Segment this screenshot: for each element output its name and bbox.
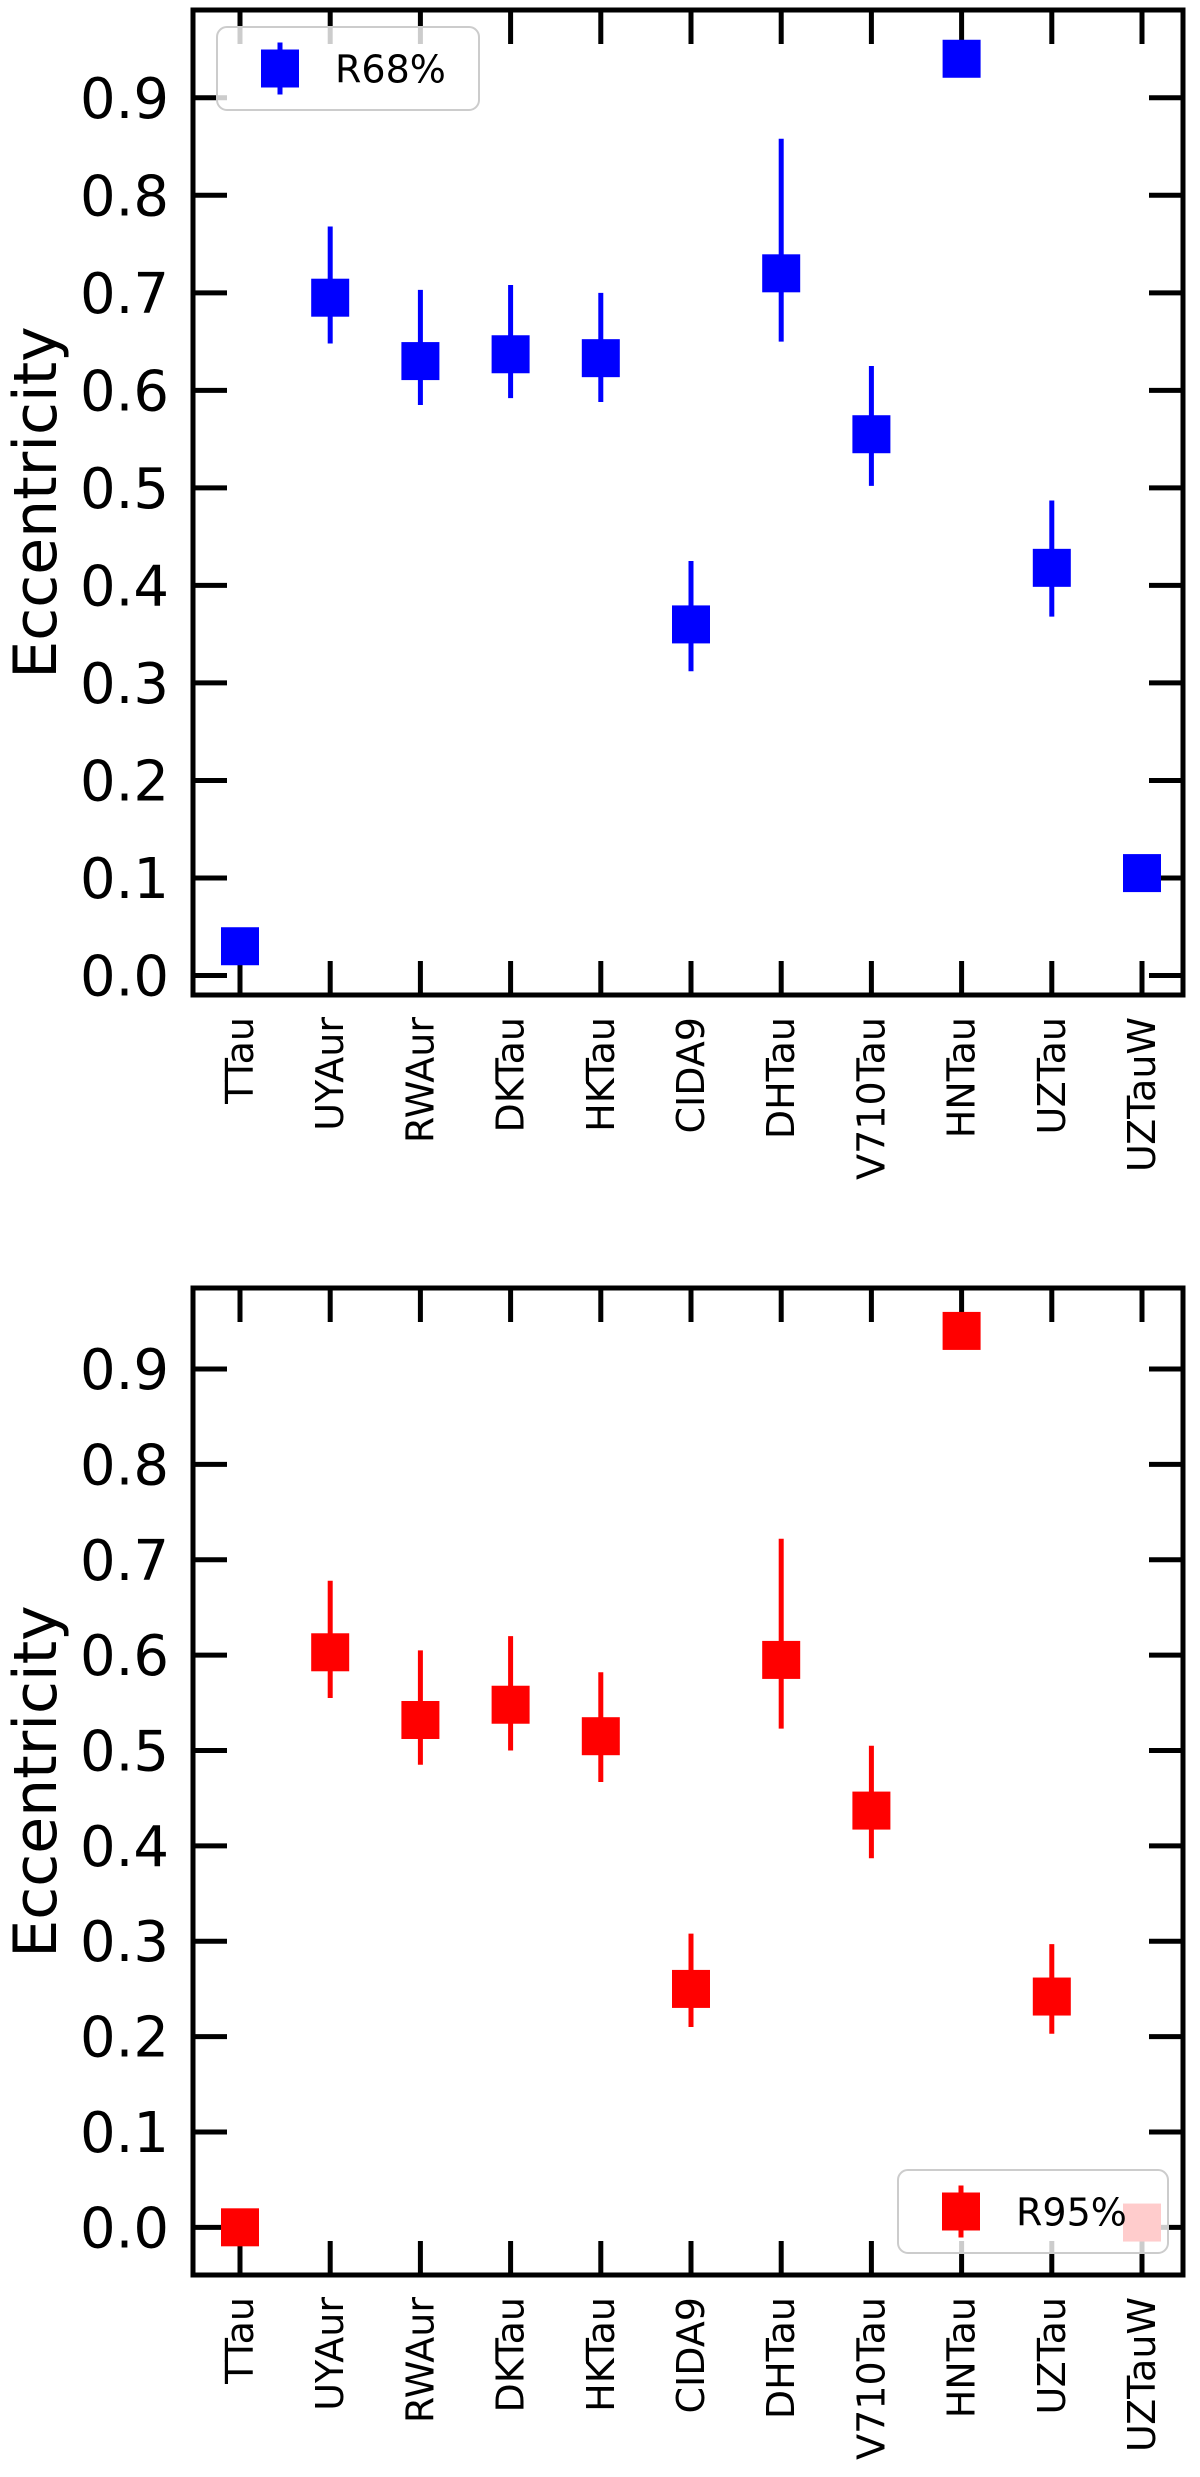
x-tick-label: TTau [218,1017,262,1105]
x-tick-label: UZTauW [1120,1017,1164,1172]
y-axis-label: Eccentricity [1,326,71,678]
y-tick-label: 0.8 [80,1433,169,1498]
y-tick-label: 0.2 [80,2006,169,2071]
x-tick-label: DHTau [759,2297,803,2419]
y-axis-label: Eccentricity [1,1605,71,1957]
plot-frame [190,1285,1186,2278]
data-point [672,1969,710,2008]
data-point [852,1791,891,1830]
data-point [672,605,710,644]
x-tick-label: DHTau [759,1017,803,1139]
data-point [311,1633,350,1672]
x-tick-label: DKTau [489,1017,533,1133]
y-tick-label: 0.4 [80,1815,169,1880]
x-tick-label: CIDA9 [669,2297,713,2414]
x-tick-label: TTau [218,2297,262,2385]
y-tick-label: 0.9 [80,67,169,132]
data-point [311,278,350,317]
data-point [762,1640,801,1679]
x-tick-label: HNTau [940,1017,984,1138]
x-tick-label: UZTauW [1120,2297,1164,2452]
x-tick-label: V710Tau [849,2297,893,2460]
y-tick-label: 0.5 [80,1720,169,1785]
y-tick-label: 0.5 [80,457,169,522]
chart-1: 0.0 0.1 0.2 0.3 0.4 0.5 0.6 0.7 0.8 0.9 TTau UYAur R… [1,7,1186,1180]
y-tick-label: 0.2 [80,749,169,814]
legend-marker [261,49,299,88]
data-point [1123,854,1161,893]
y-tick-label: 0.7 [80,1529,169,1594]
data-point [581,339,620,378]
y-tick-label: 0.6 [80,1624,169,1689]
x-tick-label: DKTau [489,2297,533,2413]
x-tick-label: HKTau [579,2297,623,2412]
y-tick-label: 0.1 [80,847,169,912]
x-tick-label: RWAur [398,1017,442,1143]
y-tick-label: 0.4 [80,554,169,619]
x-tick-label: CIDA9 [669,1017,713,1134]
y-tick-label: 0.0 [80,2196,169,2261]
x-tick-label: UYAur [308,1017,352,1131]
data-point [401,1700,440,1739]
data-point [942,39,981,78]
legend-marker [942,2192,980,2231]
x-tick-label: HNTau [940,2297,984,2418]
legend-label: R95% [1016,2191,1127,2235]
chart-2: 0.0 0.1 0.2 0.3 0.4 0.5 0.6 0.7 0.8 0.9 TTau UYAur R… [1,1285,1186,2460]
y-tick-label: 0.7 [80,262,169,327]
x-tick-label: RWAur [398,2297,442,2423]
data-point [852,415,891,454]
y-tick-label: 0.8 [80,164,169,229]
y-tick-label: 0.1 [80,2101,169,2166]
x-tick-label: UZTau [1030,2297,1074,2414]
y-tick-label: 0.3 [80,652,169,717]
legend-label: R68% [335,48,446,92]
y-tick-label: 0.0 [80,944,169,1009]
data-point [1032,548,1071,587]
data-point [401,342,440,381]
data-point [221,927,259,966]
data-point [491,1685,530,1724]
data-point [762,254,801,293]
legend: R68% [216,26,480,111]
plot-frame [190,7,1186,998]
x-tick-label: UYAur [308,2297,352,2411]
x-tick-label: UZTau [1030,1017,1074,1134]
y-tick-label: 0.3 [80,1910,169,1975]
data-point [221,2208,259,2247]
data-point [942,1311,981,1350]
x-tick-label: HKTau [579,1017,623,1132]
data-point [1032,1977,1071,2016]
data-point [491,335,530,374]
y-tick-label: 0.9 [80,1338,169,1403]
x-tick-label: V710Tau [849,1017,893,1180]
y-tick-label: 0.6 [80,359,169,424]
legend-box [897,2169,1169,2254]
data-point [581,1717,620,1756]
legend: R95% [897,2169,1169,2254]
